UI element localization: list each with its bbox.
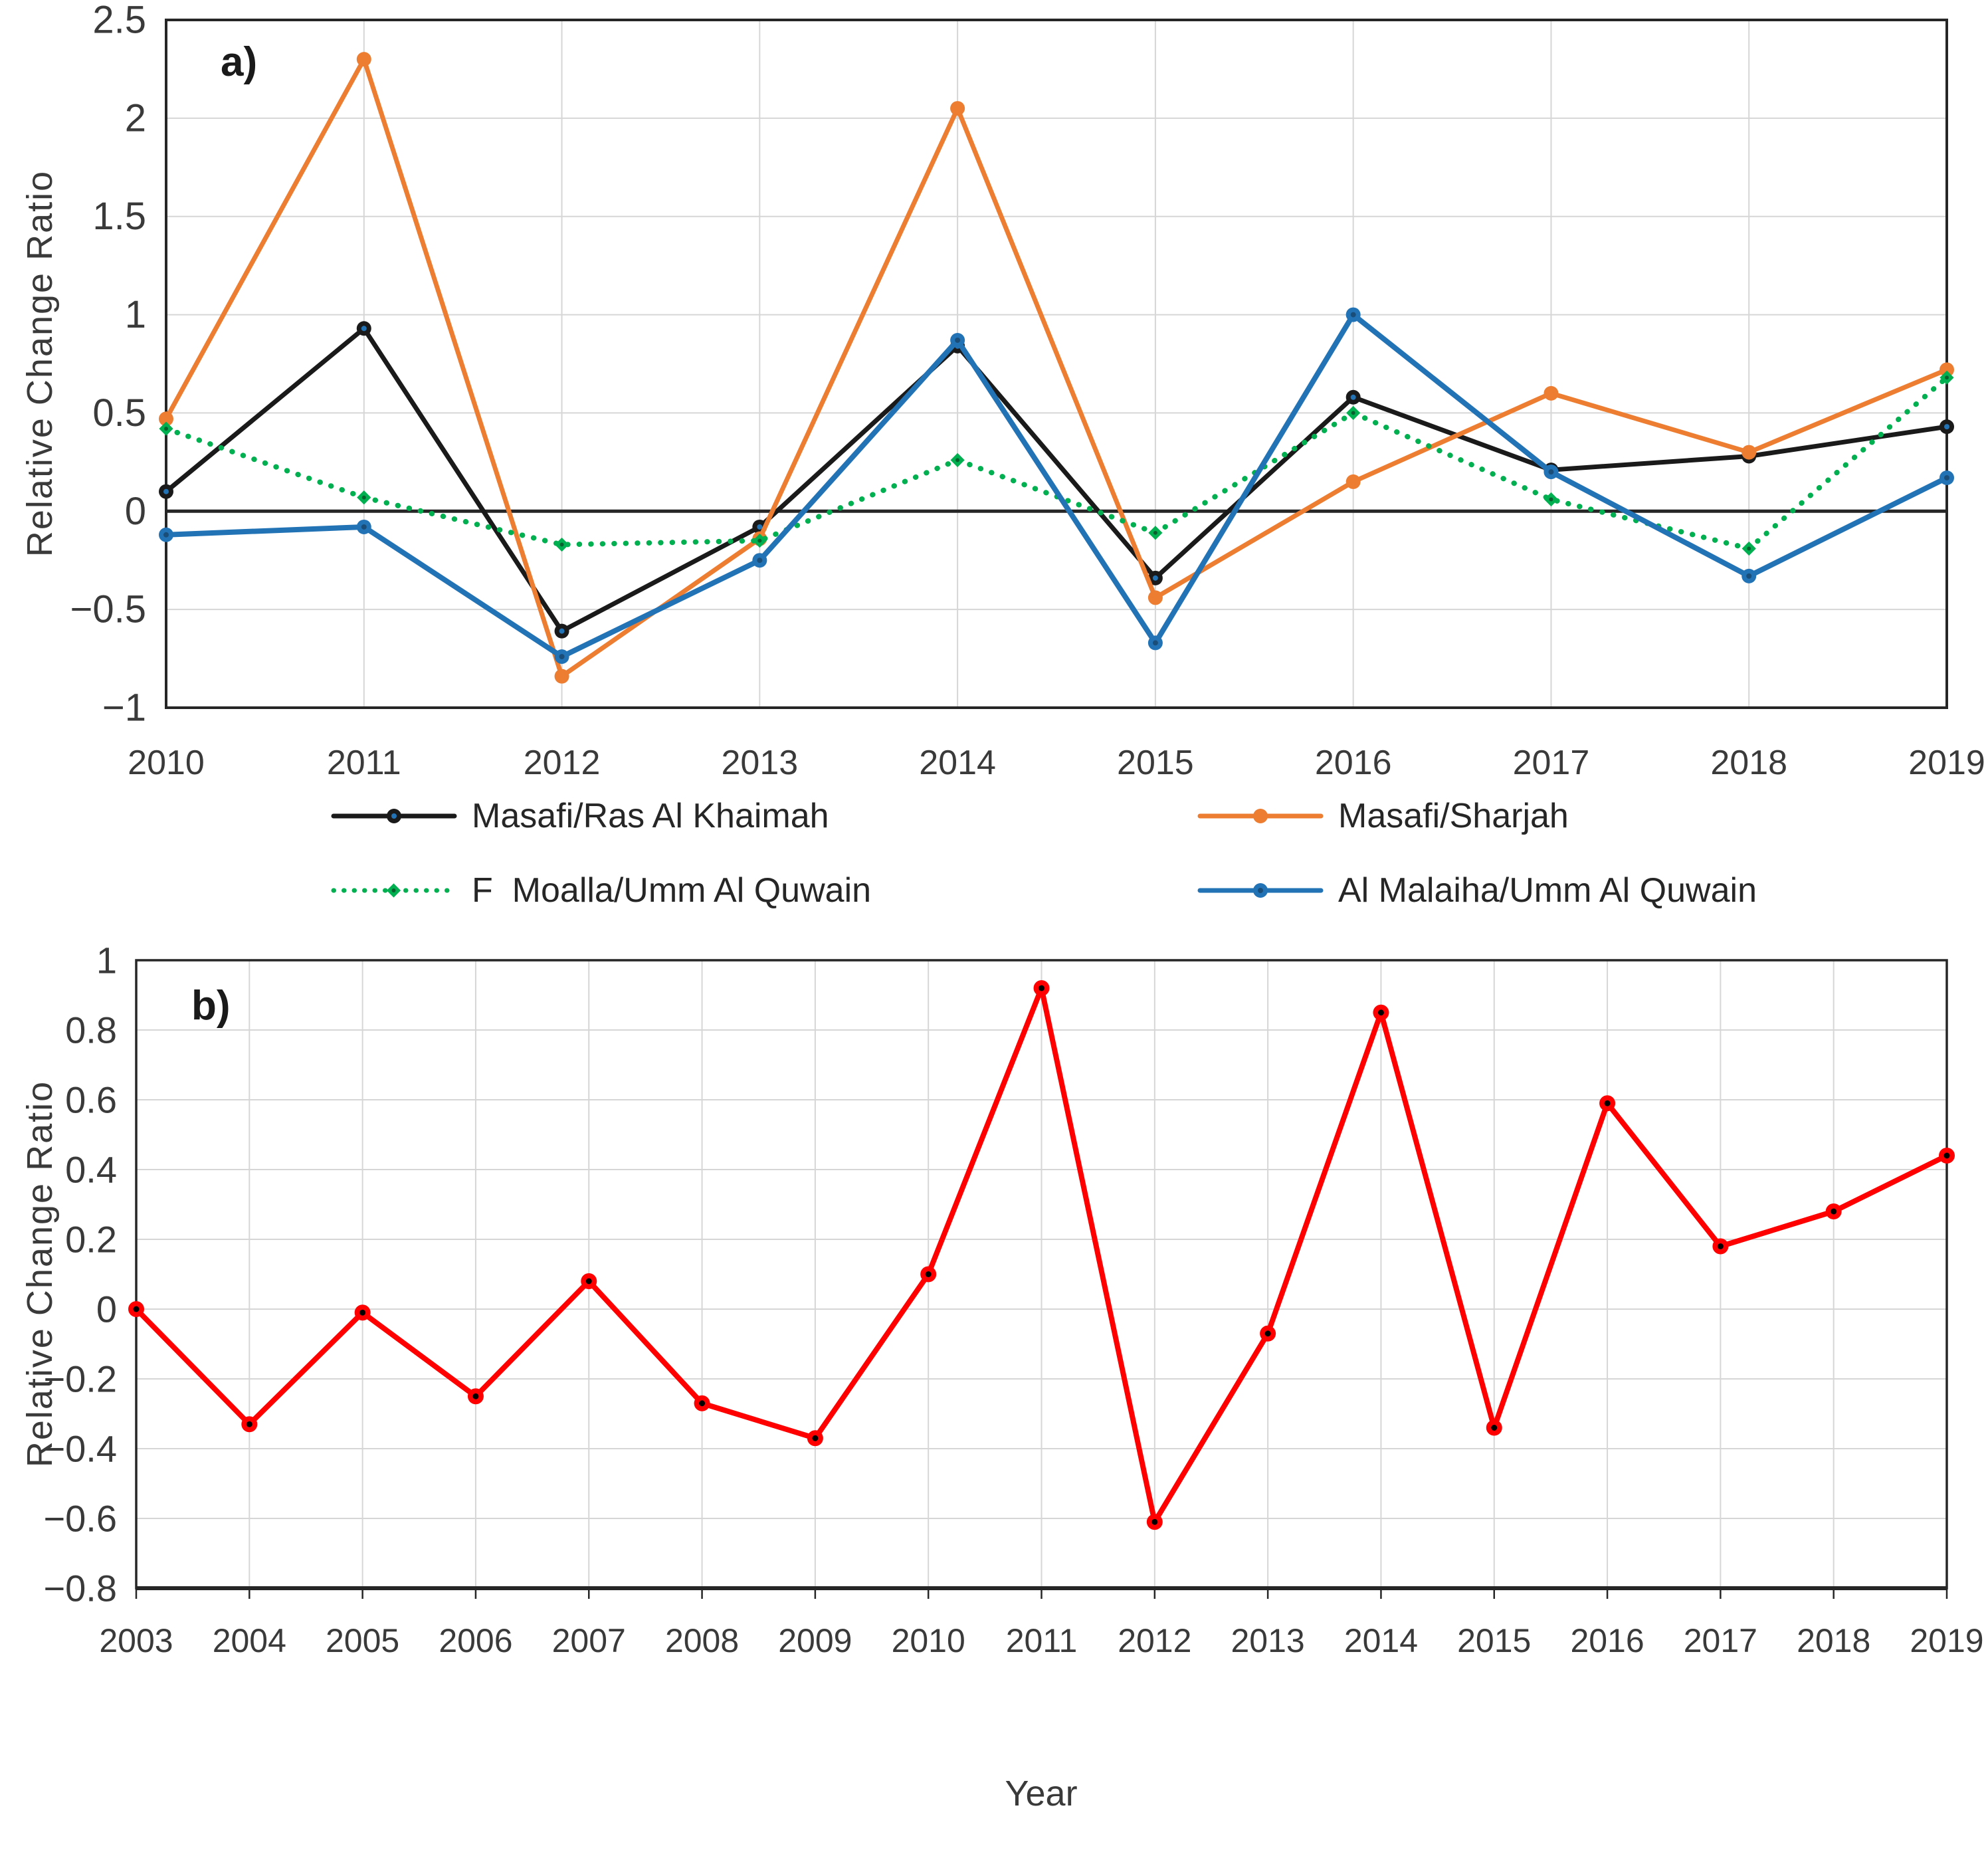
svg-text:2018: 2018 <box>1710 744 1787 782</box>
svg-text:1: 1 <box>125 293 146 336</box>
legend: Masafi/Ras Al Khaimah Masafi/Sharjah F M… <box>166 796 1947 910</box>
legend-item-masafi-sharjah: Masafi/Sharjah <box>1056 796 1947 836</box>
panel-a-series-masafi-sharjah <box>159 52 1954 684</box>
svg-text:2013: 2013 <box>721 744 798 782</box>
panel-a-series-masafi-ras-al-khaimah <box>159 321 1954 639</box>
svg-text:0.8: 0.8 <box>65 1009 117 1051</box>
panel-a-border <box>165 19 1948 709</box>
svg-text:2017: 2017 <box>1513 744 1590 782</box>
svg-text:2004: 2004 <box>213 1622 286 1659</box>
panel-a-grid <box>165 19 1947 708</box>
legend-item-f-moalla-umm-al-quwain: F Moalla/Umm Al Quwain <box>166 871 1056 910</box>
svg-text:2015: 2015 <box>1457 1622 1531 1659</box>
svg-text:0.5: 0.5 <box>92 391 146 435</box>
svg-text:0.6: 0.6 <box>65 1079 117 1121</box>
svg-text:−0.8: −0.8 <box>43 1568 117 1609</box>
svg-text:−0.2: −0.2 <box>43 1358 117 1400</box>
svg-text:0: 0 <box>96 1289 117 1330</box>
panel-b-x-ticks <box>135 1588 1948 1599</box>
svg-text:−0.6: −0.6 <box>43 1498 117 1540</box>
svg-text:2012: 2012 <box>524 744 601 782</box>
svg-text:−0.4: −0.4 <box>43 1428 117 1470</box>
svg-text:2017: 2017 <box>1684 1622 1757 1659</box>
svg-text:2008: 2008 <box>665 1622 739 1659</box>
svg-text:2014: 2014 <box>1344 1622 1418 1659</box>
svg-text:2003: 2003 <box>99 1622 173 1659</box>
svg-text:1.5: 1.5 <box>92 195 146 238</box>
panel-a-label: a) <box>221 39 258 85</box>
svg-text:2010: 2010 <box>892 1622 965 1659</box>
svg-text:2006: 2006 <box>439 1622 512 1659</box>
svg-text:2019: 2019 <box>1910 1622 1983 1659</box>
panel-b-y-tick-labels: 1 0.8 0.6 0.4 0.2 0 −0.2 −0.4 −0.6 −0.8 <box>43 940 117 1609</box>
legend-marker-orange-line-icon <box>1197 809 1324 823</box>
legend-label: F Moalla/Umm Al Quwain <box>472 871 872 910</box>
svg-text:2016: 2016 <box>1315 744 1392 782</box>
svg-text:2011: 2011 <box>327 744 401 782</box>
panel-a-series-al-malaiha-umm-al-quwain <box>159 307 1954 665</box>
svg-text:2019: 2019 <box>1908 744 1985 782</box>
svg-text:1: 1 <box>96 940 117 981</box>
panel-b-y-axis-title: Relative Change Ratio <box>20 1080 60 1468</box>
panel-b-label: b) <box>191 983 231 1029</box>
panel-b-series-red <box>128 980 1955 1530</box>
svg-text:2013: 2013 <box>1231 1622 1305 1659</box>
legend-marker-black-line-icon <box>331 809 457 823</box>
svg-text:2: 2 <box>125 96 146 140</box>
legend-label: Masafi/Sharjah <box>1338 797 1569 835</box>
svg-text:−0.5: −0.5 <box>70 588 147 631</box>
panel-b-grid <box>136 960 1947 1589</box>
svg-text:2015: 2015 <box>1117 744 1194 782</box>
panel-b-x-axis-title: Year <box>1005 1774 1078 1813</box>
panel-b-x-tick-labels: 2003 2004 2005 2006 2007 2008 2009 2010 2011 2012… <box>99 1622 1983 1659</box>
svg-text:2.5: 2.5 <box>92 0 146 42</box>
legend-item-al-malaiha-umm-al-quwain: Al Malaiha/Umm Al Quwain <box>1056 871 1947 910</box>
svg-text:2014: 2014 <box>919 744 996 782</box>
panel-a-x-tick-labels: 2010 2011 2012 2013 2014 2015 2016 2017 2018 2019 <box>128 744 1985 782</box>
svg-text:2011: 2011 <box>1006 1622 1078 1659</box>
panel-a-y-tick-labels: 2.5 2 1.5 1 0.5 0 −0.5 −1 <box>70 0 147 730</box>
svg-text:2009: 2009 <box>778 1622 852 1659</box>
svg-text:2010: 2010 <box>128 744 205 782</box>
svg-text:0: 0 <box>125 490 146 533</box>
legend-label: Masafi/Ras Al Khaimah <box>472 797 829 835</box>
svg-text:2007: 2007 <box>552 1622 626 1659</box>
svg-text:2012: 2012 <box>1118 1622 1191 1659</box>
svg-text:2016: 2016 <box>1570 1622 1644 1659</box>
svg-text:0.2: 0.2 <box>65 1219 117 1261</box>
panel-a-y-axis-title: Relative Change Ratio <box>20 169 60 558</box>
legend-marker-green-dotted-line-icon <box>331 883 457 898</box>
legend-label: Al Malaiha/Umm Al Quwain <box>1338 871 1757 910</box>
svg-text:0.4: 0.4 <box>65 1149 117 1191</box>
legend-marker-blue-line-icon <box>1197 883 1324 898</box>
svg-text:2018: 2018 <box>1797 1622 1870 1659</box>
svg-text:2005: 2005 <box>326 1622 399 1659</box>
svg-text:−1: −1 <box>102 686 146 730</box>
legend-item-masafi-ras-al-khaimah: Masafi/Ras Al Khaimah <box>166 796 1056 836</box>
